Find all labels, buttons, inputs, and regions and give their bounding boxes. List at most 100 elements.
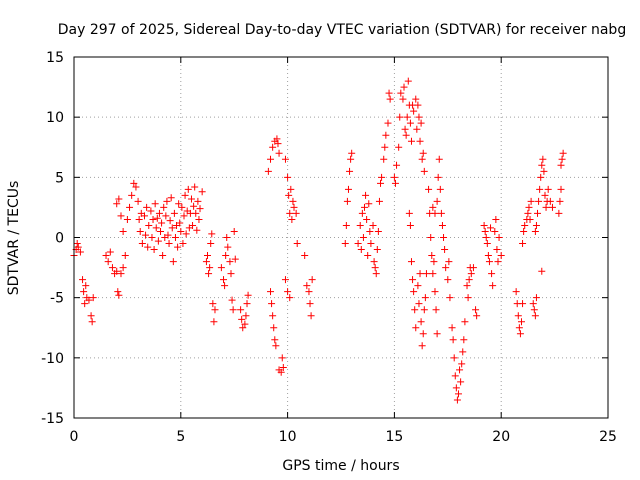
data-point (358, 209, 366, 217)
data-point (369, 221, 377, 229)
data-point (231, 255, 239, 263)
chart-title: Day 297 of 2025, Sidereal Day-to-day VTE… (58, 22, 626, 38)
y-tick-label: 15 (46, 50, 64, 66)
data-point (301, 252, 309, 260)
data-point (401, 125, 409, 133)
data-point (548, 203, 556, 211)
data-point (121, 252, 129, 260)
data-point (483, 240, 491, 248)
data-point (123, 215, 131, 223)
data-point (413, 125, 421, 133)
data-point (422, 270, 430, 278)
data-point (180, 212, 188, 220)
data-point (193, 226, 201, 234)
data-point (464, 294, 472, 302)
data-point (532, 294, 540, 302)
data-point (269, 312, 277, 320)
data-point (448, 324, 456, 332)
data-point (80, 288, 88, 296)
data-point (409, 276, 417, 284)
data-point (517, 318, 525, 326)
data-point (181, 191, 189, 199)
data-point (419, 330, 427, 338)
data-point (284, 288, 292, 296)
data-point (485, 258, 493, 266)
data-point (381, 143, 389, 151)
data-point (366, 227, 374, 235)
data-point (210, 318, 218, 326)
data-point (393, 161, 401, 169)
data-point (454, 390, 462, 398)
data-point (89, 294, 97, 302)
data-point (512, 288, 520, 296)
data-point (416, 270, 424, 278)
data-point (445, 258, 453, 266)
data-point (412, 324, 420, 332)
data-point (341, 240, 349, 248)
data-point (390, 173, 398, 181)
data-point (227, 270, 235, 278)
data-point (305, 288, 313, 296)
data-point (441, 246, 449, 254)
data-point (76, 248, 84, 256)
data-point (205, 270, 213, 278)
data-point (397, 89, 405, 97)
x-tick-label: 5 (176, 429, 185, 445)
data-point (516, 330, 524, 338)
data-point (433, 197, 441, 205)
data-point (289, 197, 297, 205)
data-point (290, 203, 298, 211)
data-point (537, 173, 545, 181)
data-point (158, 219, 166, 227)
data-point (191, 183, 199, 191)
y-tick-label: 5 (55, 170, 64, 186)
x-axis-label: GPS time / hours (282, 458, 399, 474)
data-point (538, 161, 546, 169)
data-point (373, 246, 381, 254)
data-point (166, 217, 174, 225)
data-point (177, 227, 185, 235)
data-point (220, 276, 228, 284)
data-point (178, 203, 186, 211)
data-point (207, 240, 215, 248)
data-point (514, 312, 522, 320)
data-point (415, 300, 423, 308)
data-point (540, 167, 548, 175)
data-point (74, 243, 82, 251)
data-point (362, 191, 370, 199)
data-point (456, 366, 464, 374)
data-point (520, 227, 528, 235)
data-point (208, 230, 216, 238)
data-point (380, 155, 388, 163)
data-point (155, 209, 163, 217)
data-point (163, 197, 171, 205)
data-point (196, 205, 204, 213)
data-point (145, 221, 153, 229)
data-point (273, 135, 281, 143)
data-point (411, 306, 419, 314)
x-tick-label: 10 (279, 429, 297, 445)
data-point (367, 240, 375, 248)
data-point (152, 224, 160, 232)
data-point (357, 246, 365, 254)
data-point (465, 276, 473, 284)
data-point (242, 312, 250, 320)
data-point (198, 188, 206, 196)
data-point (85, 296, 93, 304)
data-point (403, 113, 411, 121)
data-point (272, 342, 280, 350)
data-point (182, 230, 190, 238)
data-point (526, 215, 534, 223)
data-point (286, 209, 294, 217)
data-point (164, 231, 172, 239)
data-point (113, 267, 121, 275)
data-point (119, 227, 127, 235)
data-point (532, 221, 540, 229)
data-point (431, 209, 439, 217)
data-point (130, 179, 138, 187)
data-point (268, 300, 276, 308)
data-point (535, 197, 543, 205)
data-point (238, 315, 246, 323)
data-point (457, 378, 465, 386)
